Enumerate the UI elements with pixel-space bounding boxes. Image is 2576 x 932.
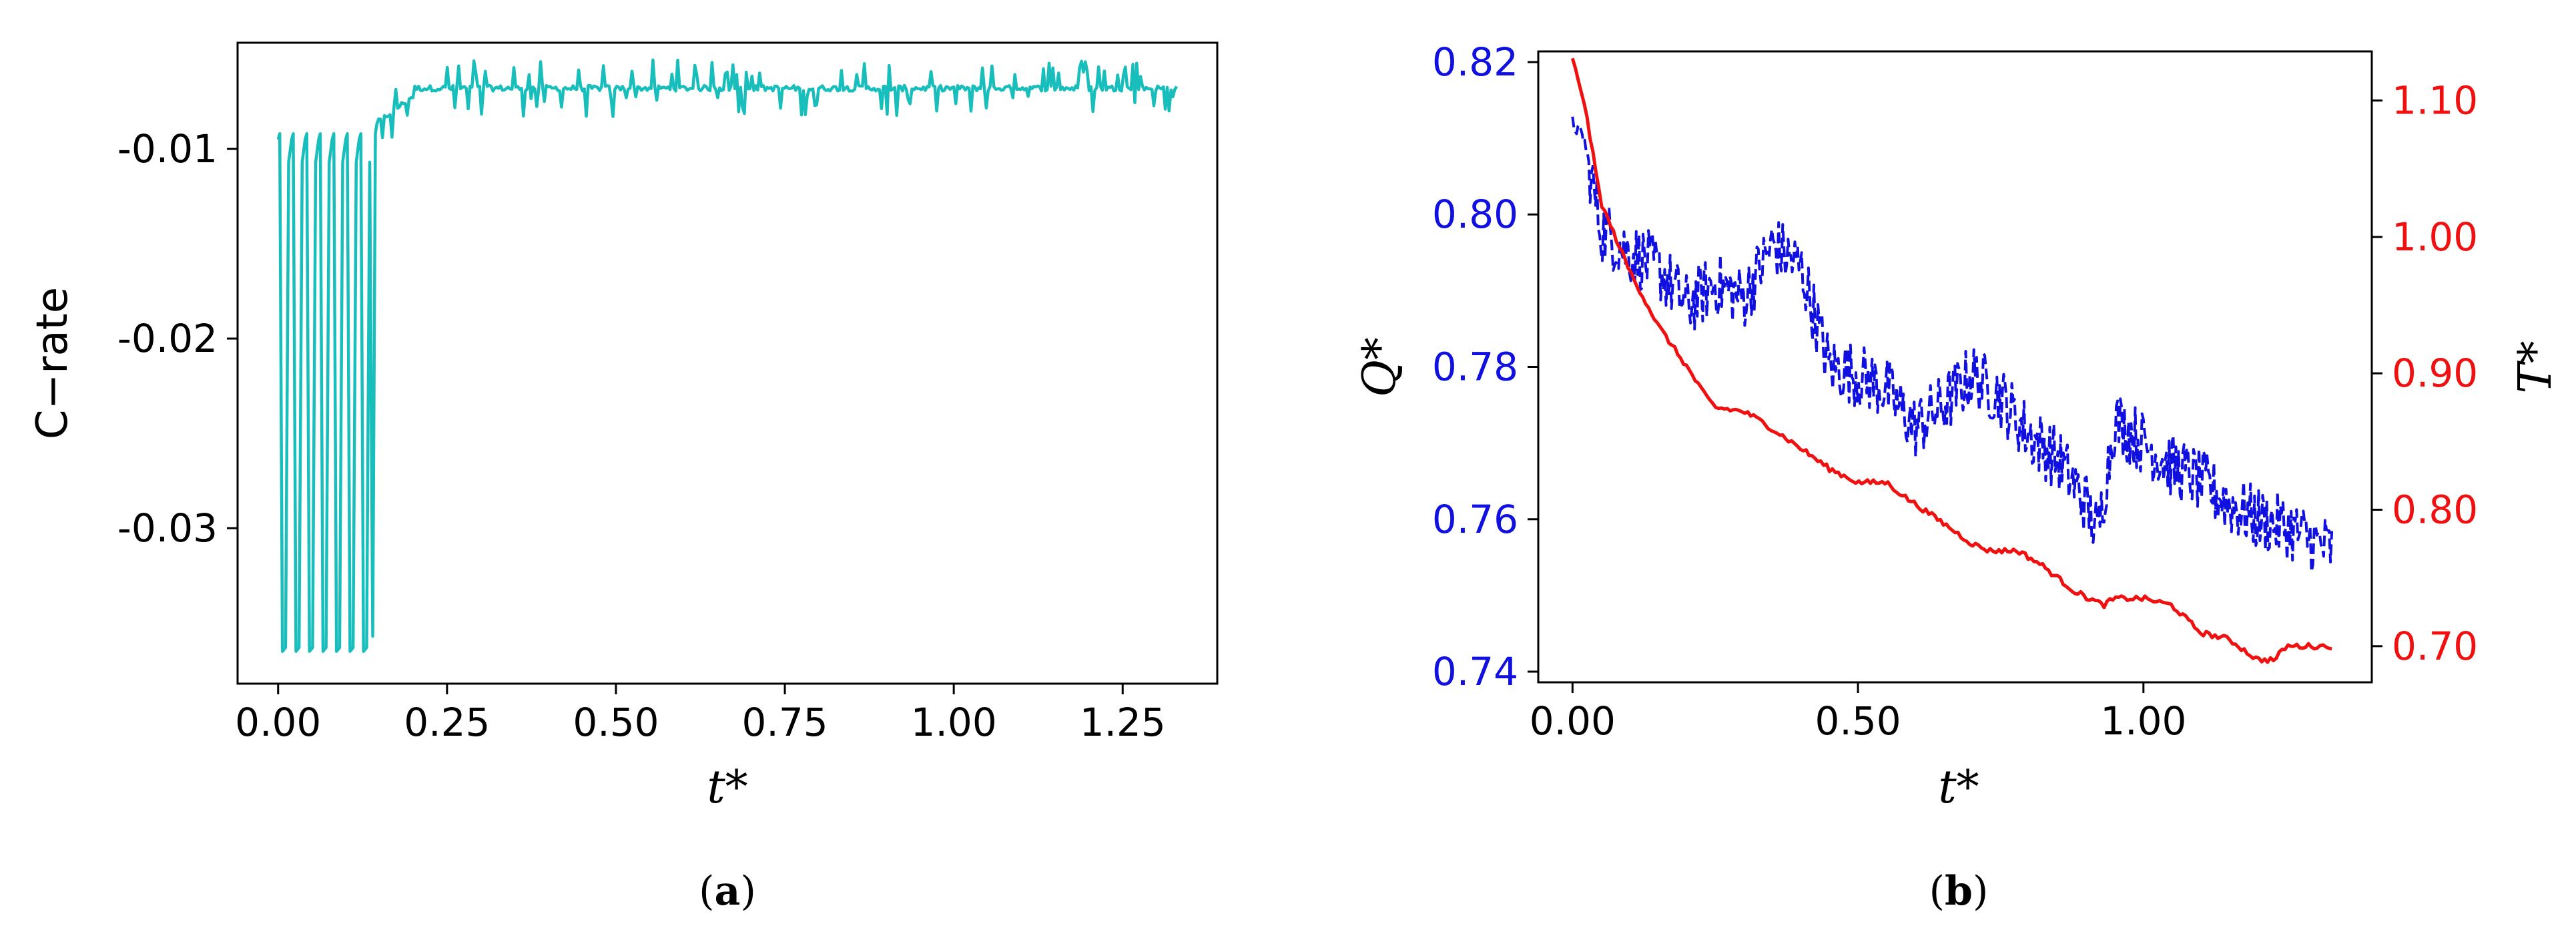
chart-b-x-tick-label: 0.50 [1815,698,1901,744]
chart-a-x-axis-label: t* [707,761,747,814]
chart-a: 0.00 0.25 0.50 0.75 1.00 1.25 -0.01 -0.02 -0.03… [28,41,1219,915]
chart-b-series-t-star-line [1570,57,2332,664]
chart-b-y-right-tick-label: 0.90 [2392,351,2478,396]
chart-b-y-right-tick-label: 1.00 [2392,214,2478,260]
chart-a-x-tick-label: 0.50 [573,700,659,745]
chart-a-x-tick-label: 0.00 [235,700,321,745]
chart-a-y-tick-label: -0.03 [117,505,218,551]
chart-b-y-right-tick-label: 0.70 [2392,624,2478,669]
chart-a-series-group [276,58,1179,653]
chart-a-y-tick-label: -0.01 [117,126,218,172]
chart-b-y-right-ticks: 0.70 0.80 0.90 1.00 1.10 [2372,78,2478,669]
caption-a-close: ) [740,868,755,915]
chart-a-x-tick-label: 0.25 [404,700,490,745]
chart-b-x-ticks: 0.00 0.50 1.00 [1530,682,2186,744]
chart-b-y-left-axis-label: Q* [1353,337,1406,397]
caption-a: (a) [699,868,756,915]
chart-b-y-left-tick-label: 0.74 [1432,649,1518,694]
chart-a-x-tick-label: 0.75 [741,700,828,745]
chart-b-series-q-star-line [1571,116,2334,573]
chart-b-y-left-tick-label: 0.82 [1432,39,1518,85]
chart-a-y-ticks: -0.01 -0.02 -0.03 [117,126,238,551]
chart-a-frame [236,41,1219,685]
chart-b-x-tick-label: 0.00 [1530,698,1616,744]
chart-b-x-tick-label: 1.00 [2100,698,2186,744]
chart-a-series-c-rate-line [276,58,1179,653]
chart-a-x-tick-label: 1.00 [911,700,997,745]
caption-b: (b) [1929,868,1989,915]
chart-b-y-right-tick-label: 1.10 [2392,78,2478,124]
caption-a-open: ( [699,868,714,915]
chart-b-y-left-tick-label: 0.76 [1432,497,1518,542]
chart-b-x-axis-label: t* [1938,761,1979,814]
chart-b-y-left-ticks: 0.74 0.76 0.78 0.80 0.82 [1432,39,1538,694]
caption-b-letter: b [1945,868,1973,915]
chart-b-y-right-tick-label: 0.80 [2392,487,2478,533]
chart-a-x-ticks: 0.00 0.25 0.50 0.75 1.00 1.25 [235,684,1166,745]
chart-b-y-left-tick-label: 0.78 [1432,344,1518,390]
chart-b-y-right-axis-label: T* [2509,340,2562,393]
chart-a-y-tick-label: -0.02 [117,316,218,361]
caption-a-letter: a [715,868,741,915]
caption-b-close: ) [1973,868,1988,915]
chart-a-y-axis-label: C−rate [28,287,77,439]
chart-b-y-left-tick-label: 0.80 [1432,192,1518,237]
chart-b: 0.00 0.50 1.00 0.740.760.780.800.82 0.700.… [1353,39,2562,915]
chart-b-series-group [1570,57,2334,664]
caption-b-open: ( [1929,868,1945,915]
chart-a-x-tick-label: 1.25 [1080,700,1166,745]
